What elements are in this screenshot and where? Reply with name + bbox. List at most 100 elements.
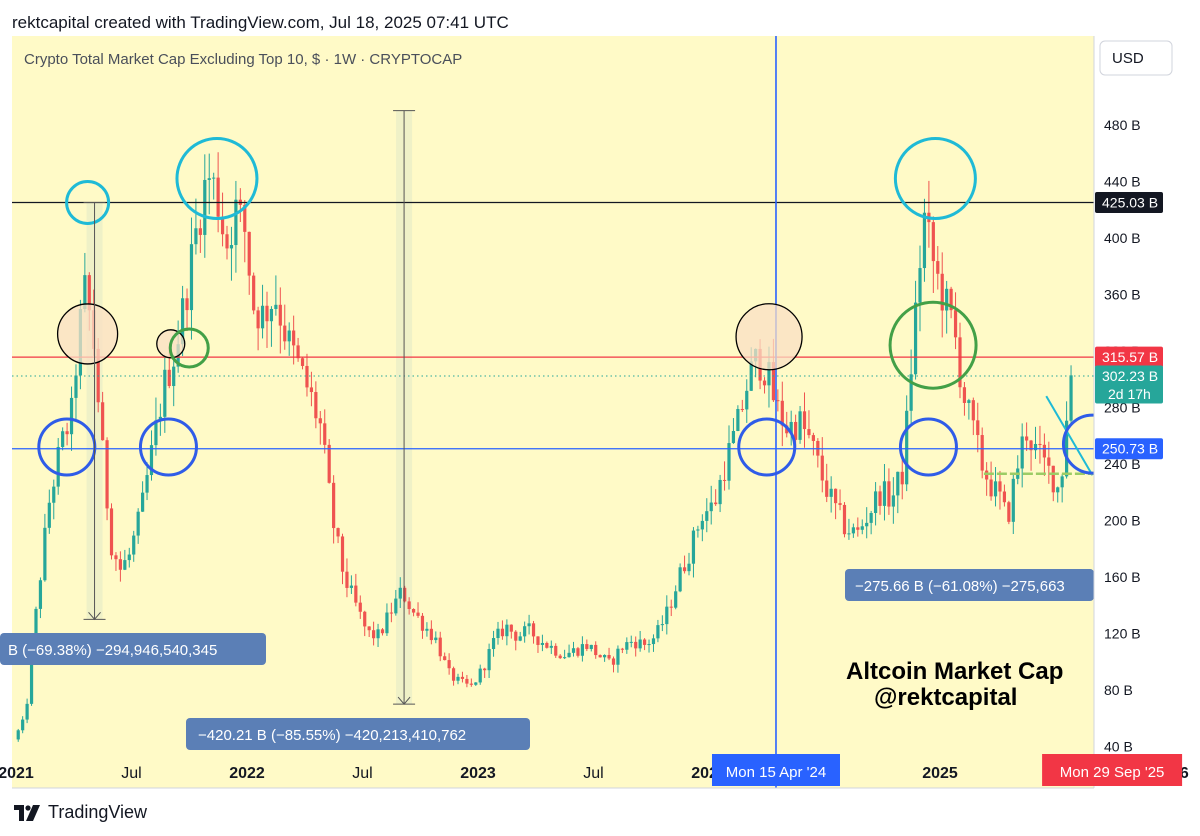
candle [447, 653, 451, 675]
candle [887, 468, 891, 515]
candle [554, 643, 558, 658]
candle-body [127, 554, 131, 561]
x-tick-label-0: 2021 [0, 765, 34, 782]
candle [1007, 500, 1011, 525]
green-circle-7 [888, 300, 978, 390]
candle [998, 470, 1002, 510]
level-label-box-1 [1095, 346, 1163, 368]
candle [576, 646, 580, 658]
candle [61, 427, 65, 451]
candle [136, 508, 140, 544]
candle [114, 552, 118, 571]
candle [145, 462, 149, 501]
candle [882, 463, 887, 521]
candle-body [993, 481, 998, 497]
candle-body [429, 628, 433, 641]
cyan-circle-2 [893, 136, 977, 220]
currency-button[interactable]: USD [1099, 40, 1173, 76]
x-tick-label-5: Jul [583, 765, 603, 782]
candle-body [149, 445, 154, 476]
candle-body [825, 480, 829, 497]
candle [385, 603, 389, 636]
cyan-circle-1 [175, 136, 259, 220]
candle-body [225, 234, 229, 249]
candle [1056, 486, 1060, 503]
candle [665, 595, 669, 635]
candle [980, 427, 984, 479]
candle-body [918, 268, 922, 303]
candle [332, 475, 336, 544]
candle [292, 315, 296, 365]
candle [229, 226, 234, 281]
candle-body [358, 602, 362, 612]
candle-body [594, 644, 598, 656]
candle [105, 437, 109, 521]
candle-body [220, 216, 225, 235]
candle [403, 585, 407, 603]
candle-body [43, 527, 47, 581]
candle-body [531, 623, 536, 637]
candle-body [1042, 444, 1046, 458]
candle [856, 517, 860, 537]
candle-body [642, 639, 647, 645]
candle [536, 636, 540, 653]
candle [398, 577, 402, 608]
candle-body [887, 481, 891, 507]
candle [505, 619, 509, 646]
candle-body [380, 629, 385, 634]
candle-body [967, 400, 971, 403]
candle-body [349, 585, 353, 588]
candle-body [296, 345, 300, 359]
candle-body [216, 177, 220, 217]
candle-body [634, 641, 638, 649]
candle-body [29, 653, 34, 704]
candle [376, 623, 380, 648]
candle [118, 551, 122, 582]
candle-body [700, 520, 704, 530]
candle [389, 602, 393, 623]
candle-body [109, 508, 114, 556]
candle-body [420, 615, 425, 631]
candle [740, 399, 744, 412]
candle [256, 306, 260, 351]
candle-body [980, 435, 984, 471]
candle-body [318, 418, 322, 424]
candle [594, 641, 598, 659]
crosshair-date-label: Mon 15 Apr '24 [726, 764, 826, 781]
candle [225, 225, 229, 260]
candle-body [905, 410, 909, 485]
candle [736, 405, 740, 432]
price-axis-background [1094, 36, 1200, 788]
candle-body [989, 479, 993, 497]
candle [25, 698, 29, 724]
candle [563, 649, 567, 660]
candle [456, 673, 460, 685]
y-tick-label-10: 440 B [1104, 173, 1141, 189]
candle-body [483, 668, 487, 671]
candle [865, 507, 869, 539]
candle-body [305, 365, 309, 388]
candle-body [598, 655, 602, 658]
candle-body [909, 374, 913, 411]
candle-body [829, 488, 833, 497]
candle [474, 682, 478, 686]
candle-body [411, 609, 416, 613]
candle-body [869, 513, 873, 523]
trendline [1045, 395, 1094, 476]
candle [913, 280, 918, 380]
candle [691, 527, 696, 578]
x-tick-label-2: 2022 [229, 765, 265, 782]
candle [434, 631, 438, 644]
candle-body [567, 652, 571, 658]
candle [314, 381, 318, 429]
candle [696, 525, 700, 538]
candle-body [487, 649, 491, 671]
crosshair-date-box [711, 754, 840, 786]
candle [154, 397, 158, 456]
candle [358, 595, 362, 619]
candle [340, 533, 345, 585]
candle [194, 198, 198, 255]
candle-body [478, 668, 482, 683]
candle-body [847, 533, 851, 535]
